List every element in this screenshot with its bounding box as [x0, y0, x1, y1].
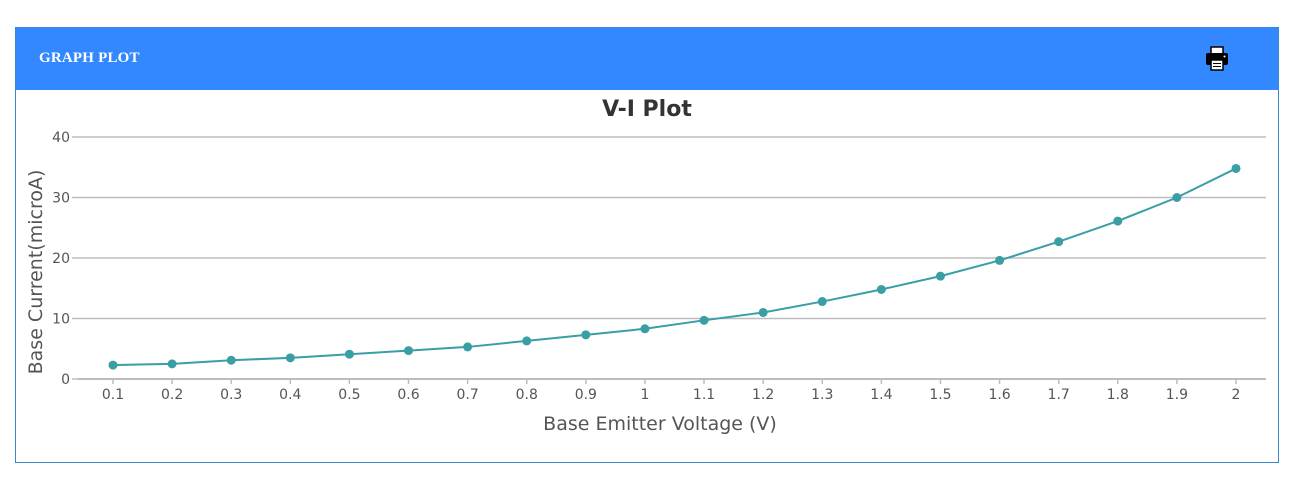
x-tick-label: 1.8	[1107, 387, 1129, 403]
data-point[interactable]	[758, 307, 768, 317]
data-point[interactable]	[817, 297, 827, 307]
chart-title: V-I Plot	[602, 97, 692, 122]
data-point[interactable]	[522, 336, 532, 346]
x-tick-label: 0.3	[220, 387, 242, 403]
x-tick-label: 0.6	[397, 387, 419, 403]
x-tick-label: 1.9	[1166, 387, 1188, 403]
print-button[interactable]	[1202, 44, 1232, 74]
y-tick-label: 10	[52, 312, 70, 328]
data-point[interactable]	[876, 284, 886, 294]
x-tick-label: 1.5	[929, 387, 951, 403]
data-point[interactable]	[1231, 163, 1241, 173]
y-tick-label: 40	[52, 130, 70, 146]
data-point[interactable]	[640, 324, 650, 334]
panel-title: GRAPH PLOT	[39, 50, 140, 66]
x-tick-label: 0.8	[516, 387, 538, 403]
x-tick-label: 2	[1232, 387, 1241, 403]
data-point[interactable]	[463, 342, 473, 352]
data-point[interactable]	[108, 360, 118, 370]
data-point[interactable]	[167, 359, 177, 369]
x-tick-label: 0.7	[456, 387, 478, 403]
printer-icon	[1206, 46, 1228, 71]
y-axis-label: Base Current(microA)	[25, 170, 47, 375]
data-point[interactable]	[344, 349, 354, 359]
x-axis-label: Base Emitter Voltage (V)	[543, 413, 777, 435]
data-point[interactable]	[404, 346, 414, 356]
x-tick-label: 1.3	[811, 387, 833, 403]
chart-area: V-I Plot 0 10 20 30 40 0.1 0.2 0.3 0.4 0.5 0.6 0.7 0…	[16, 90, 1278, 462]
gridlines	[78, 136, 1266, 320]
series-line	[112, 167, 1237, 367]
x-tick-label: 1.1	[693, 387, 715, 403]
x-tick-label: 0.1	[102, 387, 124, 403]
x-tick-label: 1.6	[988, 387, 1010, 403]
data-point[interactable]	[699, 315, 709, 325]
x-tick-label: 1	[640, 387, 649, 403]
data-point[interactable]	[226, 355, 236, 365]
x-tick-label: 0.9	[575, 387, 597, 403]
x-tick-label: 0.4	[279, 387, 301, 403]
data-point[interactable]	[1113, 216, 1123, 226]
data-point[interactable]	[1054, 237, 1064, 247]
axes: 0 10 20 30 40 0.1 0.2 0.3 0.4 0.5 0.6 0.7 0.8 0.9 1 1.1…	[52, 130, 1266, 403]
x-tick-label: 1.7	[1048, 387, 1070, 403]
x-tick-label: 1.4	[870, 387, 892, 403]
x-tick-label: 0.2	[161, 387, 183, 403]
data-point[interactable]	[581, 330, 591, 340]
y-tick-label: 0	[61, 372, 70, 388]
y-tick-label: 30	[52, 191, 70, 207]
series-line-layer	[112, 167, 1237, 367]
data-point[interactable]	[995, 255, 1005, 265]
x-tick-label: 0.5	[338, 387, 360, 403]
panel-header: GRAPH PLOT	[16, 28, 1278, 90]
x-tick-label: 1.2	[752, 387, 774, 403]
data-point[interactable]	[1172, 193, 1182, 202]
graph-panel: GRAPH PLOT V-I Plot 0 10 20 30 40 0.1 0.2 0.3 0.…	[15, 27, 1279, 463]
series-points	[108, 163, 1241, 370]
y-tick-label: 20	[52, 251, 70, 267]
data-point[interactable]	[285, 353, 295, 363]
data-point[interactable]	[935, 271, 945, 281]
